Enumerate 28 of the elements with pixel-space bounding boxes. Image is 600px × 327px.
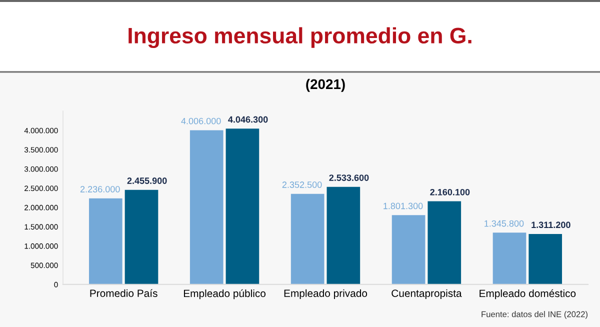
bar: [226, 128, 260, 284]
data-label: 2.352.500: [282, 182, 322, 188]
source-note: Fuente: datos del INE (2022): [482, 311, 588, 319]
x-tick-label: Empleado público: [184, 289, 266, 300]
bar: [190, 130, 224, 284]
data-label: 2.160.100: [430, 188, 470, 196]
data-label: 1.345.800: [484, 220, 524, 227]
x-tick-label: Promedio País: [90, 289, 158, 297]
data-label: 2.455.900: [127, 178, 167, 184]
bar: [124, 190, 158, 284]
bar: [428, 201, 462, 284]
x-tick-label: Empleado doméstico: [480, 289, 576, 300]
chart-title: Ingreso mensual promedio en G.: [128, 27, 472, 48]
data-label: 1.801.300: [384, 202, 423, 210]
x-tick-label: Empleado privado: [284, 289, 368, 300]
bar: [89, 198, 122, 284]
bar: [392, 215, 426, 284]
data-label: 4.046.300: [228, 116, 268, 123]
bar: [528, 234, 562, 284]
chart-subtitle: (2021): [306, 78, 345, 92]
x-tick-label: Cuentapropista: [392, 289, 462, 300]
data-label: 2.533.600: [329, 174, 369, 181]
bar: [326, 186, 360, 284]
bar: [290, 194, 324, 284]
data-label: 4.006.000: [181, 118, 221, 124]
data-label: 2.236.000: [80, 186, 120, 192]
bar: [492, 232, 526, 284]
data-label: 1.311.200: [532, 222, 570, 228]
